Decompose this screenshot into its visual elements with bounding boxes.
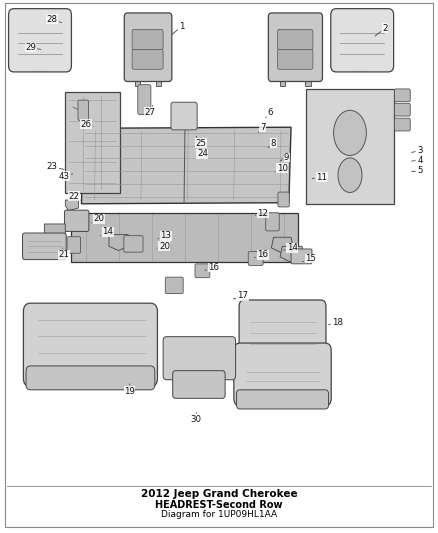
- FancyBboxPatch shape: [395, 89, 410, 102]
- Text: 1: 1: [172, 22, 185, 34]
- Text: 14: 14: [100, 228, 113, 237]
- Bar: [305, 76, 311, 86]
- Text: 6: 6: [266, 108, 273, 118]
- Text: 5: 5: [412, 166, 423, 175]
- Polygon shape: [71, 213, 297, 262]
- FancyBboxPatch shape: [23, 303, 157, 386]
- Text: 4: 4: [412, 156, 423, 165]
- Text: 27: 27: [145, 106, 155, 117]
- Text: 14: 14: [284, 244, 298, 253]
- Text: 2012 Jeep Grand Cherokee: 2012 Jeep Grand Cherokee: [141, 489, 297, 499]
- FancyBboxPatch shape: [266, 213, 279, 231]
- Text: 7: 7: [258, 123, 265, 133]
- Polygon shape: [44, 224, 65, 246]
- Bar: [306, 90, 394, 204]
- FancyBboxPatch shape: [124, 236, 143, 252]
- Text: 9: 9: [280, 153, 290, 162]
- Bar: [65, 92, 120, 193]
- FancyBboxPatch shape: [22, 233, 66, 260]
- Text: 29: 29: [25, 43, 41, 52]
- Polygon shape: [81, 127, 291, 204]
- FancyBboxPatch shape: [26, 366, 155, 390]
- Text: 25: 25: [195, 136, 206, 148]
- Text: 20: 20: [157, 242, 170, 251]
- FancyBboxPatch shape: [395, 118, 410, 131]
- FancyBboxPatch shape: [138, 85, 151, 115]
- FancyBboxPatch shape: [124, 13, 172, 82]
- Bar: [29, 64, 51, 71]
- Text: 20: 20: [92, 214, 104, 223]
- FancyBboxPatch shape: [78, 100, 88, 120]
- FancyBboxPatch shape: [248, 252, 263, 265]
- FancyBboxPatch shape: [9, 9, 71, 72]
- Text: 13: 13: [158, 231, 171, 240]
- Bar: [155, 76, 161, 86]
- FancyBboxPatch shape: [173, 370, 225, 398]
- Text: 43: 43: [59, 172, 73, 181]
- FancyBboxPatch shape: [278, 29, 313, 50]
- FancyBboxPatch shape: [195, 264, 210, 278]
- Text: 26: 26: [80, 119, 93, 128]
- FancyBboxPatch shape: [331, 9, 394, 72]
- FancyBboxPatch shape: [67, 237, 81, 253]
- FancyBboxPatch shape: [165, 277, 183, 294]
- Ellipse shape: [334, 110, 366, 156]
- Text: 16: 16: [205, 263, 219, 272]
- Text: 17: 17: [233, 291, 248, 300]
- Text: 24: 24: [197, 147, 208, 158]
- FancyBboxPatch shape: [132, 49, 163, 69]
- Ellipse shape: [338, 158, 362, 192]
- FancyBboxPatch shape: [171, 102, 197, 130]
- Text: 2: 2: [375, 24, 388, 36]
- Text: HEADREST-Second Row: HEADREST-Second Row: [155, 499, 283, 510]
- FancyBboxPatch shape: [234, 343, 331, 406]
- Polygon shape: [109, 235, 128, 251]
- Bar: [135, 76, 141, 86]
- Text: 11: 11: [312, 173, 327, 182]
- Text: 18: 18: [328, 318, 343, 327]
- Text: 16: 16: [254, 251, 268, 260]
- Text: 30: 30: [191, 413, 202, 424]
- Text: 22: 22: [68, 192, 80, 201]
- Text: 3: 3: [412, 146, 423, 155]
- Text: Diagram for 1UP09HL1AA: Diagram for 1UP09HL1AA: [161, 510, 277, 519]
- Polygon shape: [65, 200, 78, 211]
- FancyBboxPatch shape: [132, 29, 163, 50]
- Bar: [280, 76, 286, 86]
- Text: 15: 15: [302, 254, 316, 263]
- FancyBboxPatch shape: [163, 337, 236, 379]
- Polygon shape: [280, 246, 304, 262]
- Text: 28: 28: [47, 15, 61, 24]
- FancyBboxPatch shape: [278, 49, 313, 69]
- FancyBboxPatch shape: [239, 300, 326, 361]
- FancyBboxPatch shape: [395, 103, 410, 116]
- Text: 12: 12: [255, 209, 268, 218]
- Text: 8: 8: [268, 139, 276, 148]
- Polygon shape: [272, 237, 293, 253]
- Text: 21: 21: [59, 248, 70, 260]
- FancyBboxPatch shape: [64, 210, 89, 231]
- FancyBboxPatch shape: [268, 13, 322, 82]
- FancyBboxPatch shape: [291, 249, 312, 264]
- FancyBboxPatch shape: [237, 390, 328, 409]
- Text: 19: 19: [124, 384, 135, 396]
- Text: 10: 10: [275, 164, 288, 173]
- Text: 23: 23: [47, 162, 64, 171]
- FancyBboxPatch shape: [278, 192, 289, 207]
- Bar: [351, 64, 373, 71]
